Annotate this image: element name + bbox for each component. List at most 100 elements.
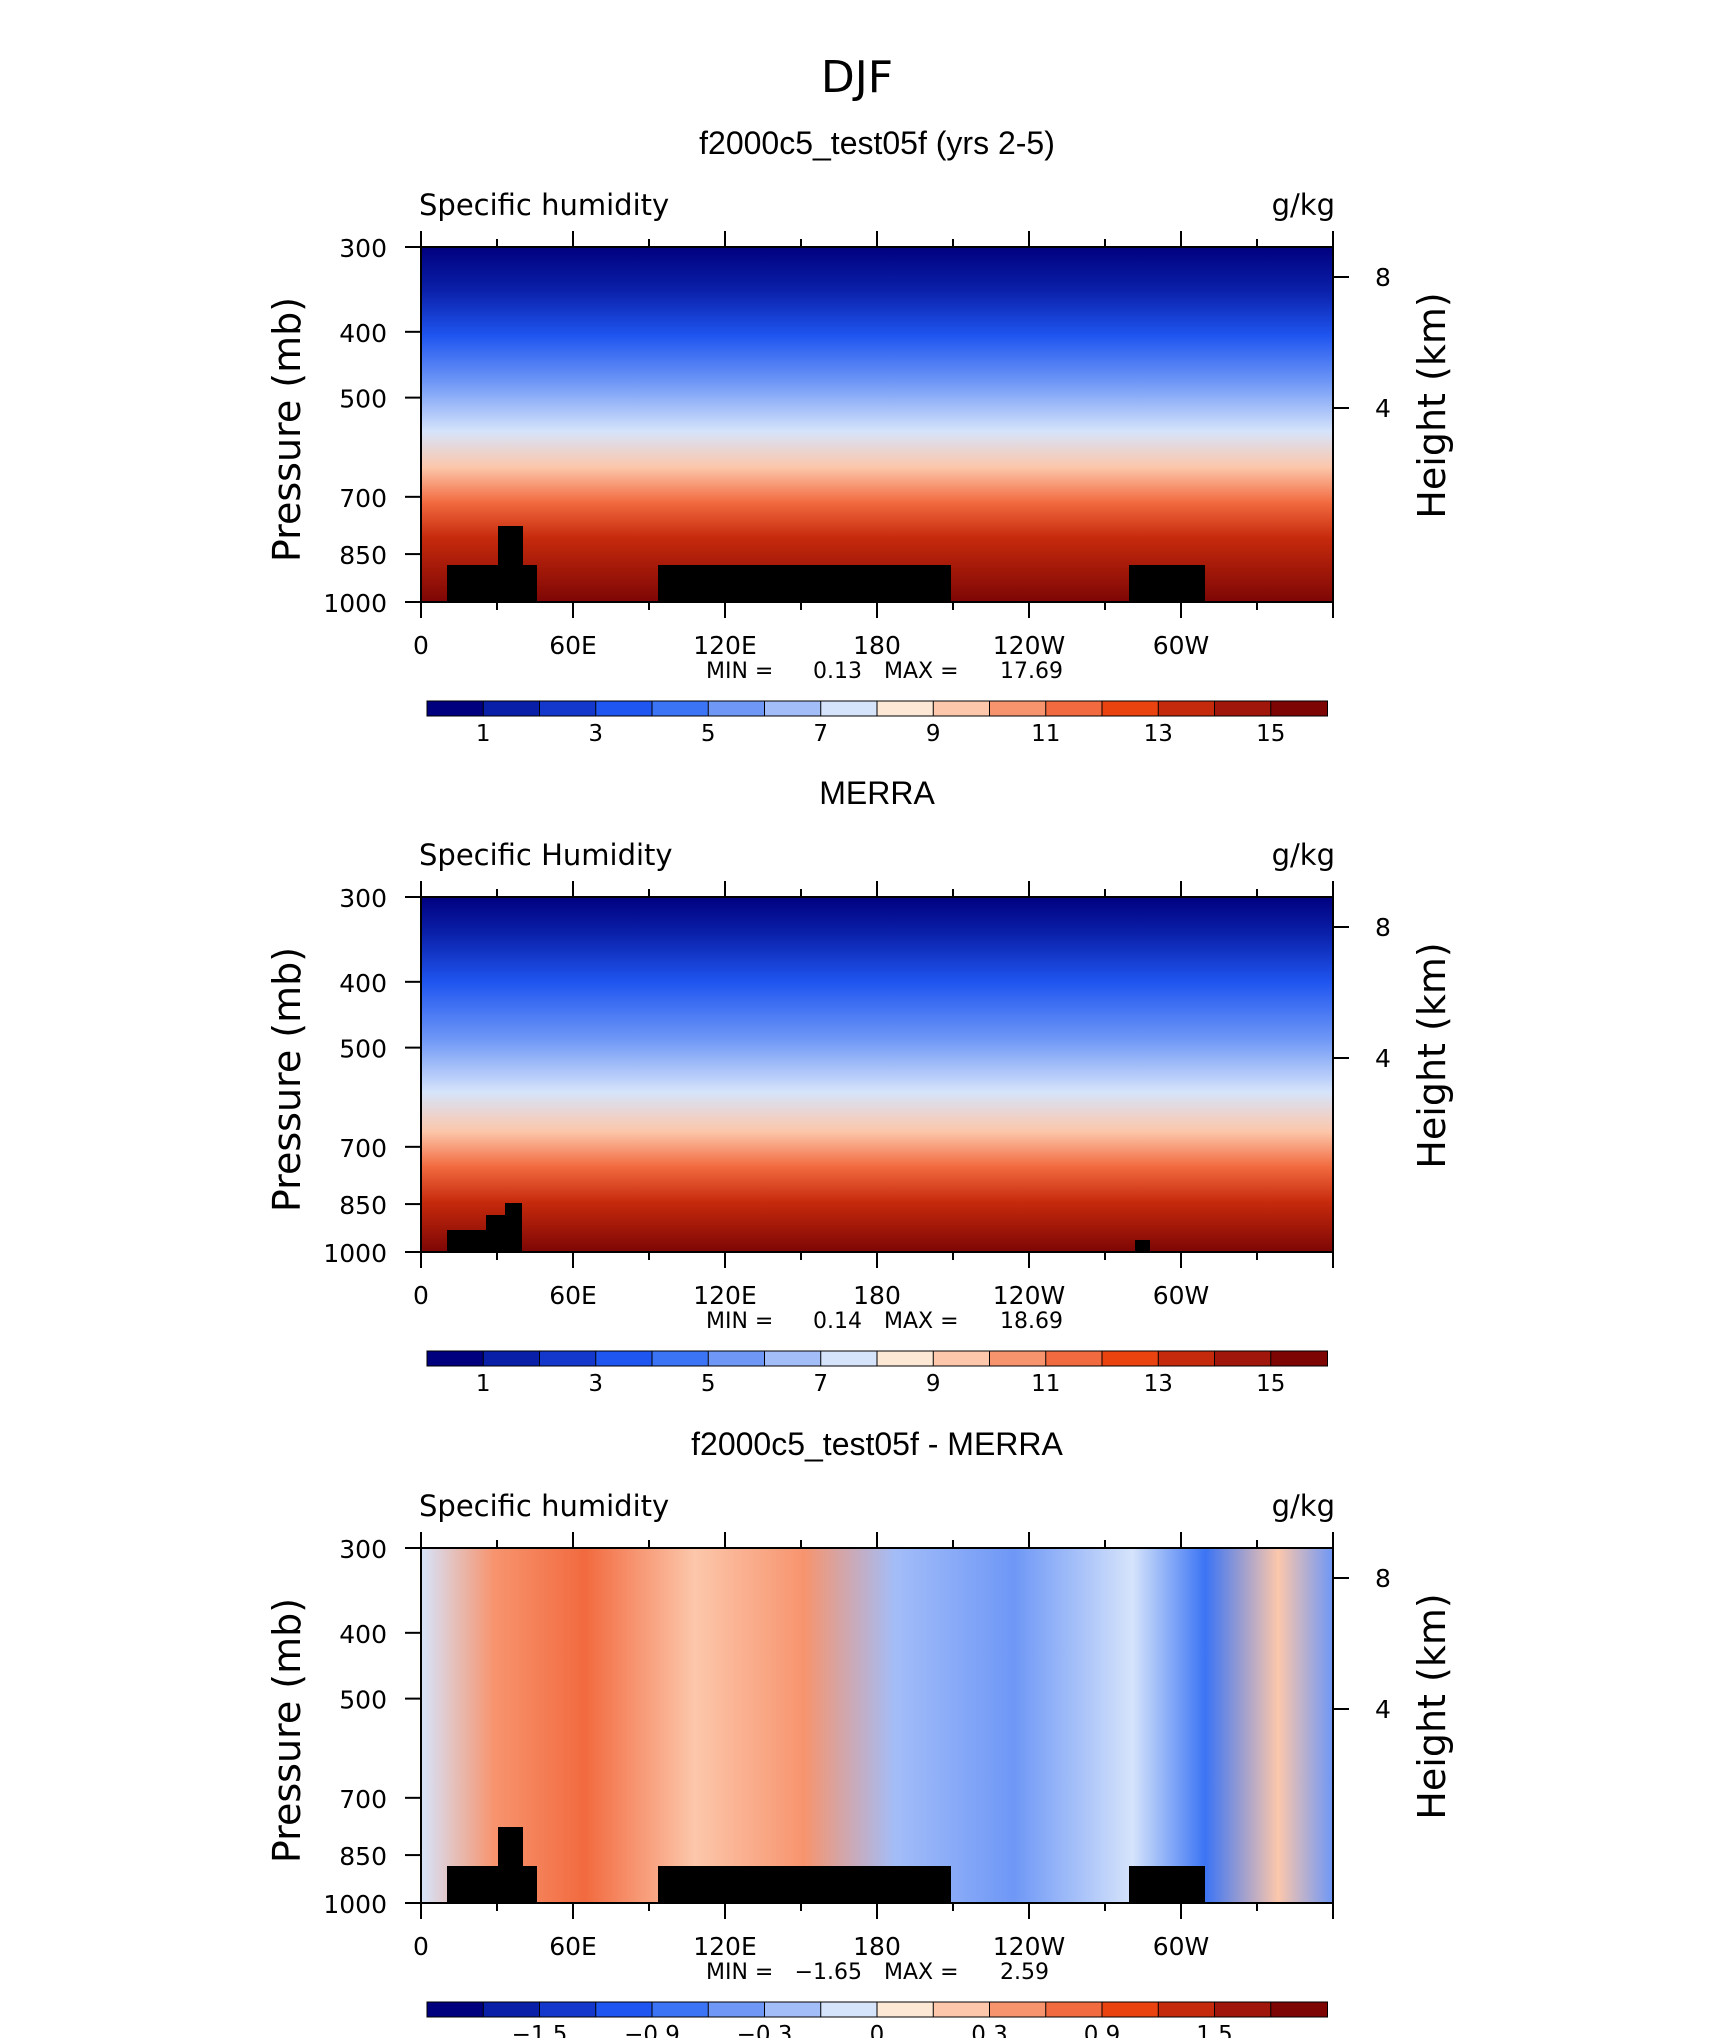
y-right-tick-label: 4 xyxy=(1375,394,1391,423)
colorbar-swatch xyxy=(539,1350,597,1367)
x-tick-label: 120E xyxy=(693,1281,757,1310)
colorbar-swatch xyxy=(820,1350,878,1367)
max-label: MAX = xyxy=(884,1960,959,1985)
x-tick-label: 120W xyxy=(993,631,1065,660)
colorbar-swatch xyxy=(1157,2001,1216,2018)
colorbar-swatch xyxy=(1045,700,1103,717)
colorbar-label: 11 xyxy=(1031,721,1060,747)
colorbar-swatch xyxy=(539,700,597,717)
x-tick-label: 60E xyxy=(549,1932,597,1961)
colorbar-label: 0.9 xyxy=(1084,2022,1121,2038)
colorbar-swatch xyxy=(989,2001,1047,2018)
colorbar-label: −0.3 xyxy=(737,2022,793,2038)
colorbar-label: 3 xyxy=(588,1371,603,1397)
panel-units: g/kg xyxy=(1272,838,1335,872)
colorbar-swatch xyxy=(1270,700,1328,717)
y-axis-title: Pressure (mb) xyxy=(265,297,309,562)
y-axis-title: Pressure (mb) xyxy=(265,1598,309,1863)
colorbar-swatch xyxy=(764,700,822,717)
y-tick-label: 700 xyxy=(339,484,387,513)
y-right-tick-label: 4 xyxy=(1375,1695,1391,1724)
colorbar-swatch xyxy=(482,1350,541,1367)
colorbar-swatch xyxy=(764,2001,822,2018)
y-tick-label: 1000 xyxy=(323,1239,387,1268)
colorbar-swatch xyxy=(1045,2001,1103,2018)
colorbar-swatch xyxy=(1214,1350,1272,1367)
y-tick-label: 850 xyxy=(339,1842,387,1871)
colorbar-label: 7 xyxy=(813,721,828,747)
colorbar-swatch xyxy=(707,700,766,717)
panel-3: f2000c5_test05f - MERRA Specific humidity… xyxy=(265,1426,1454,2038)
colorbar-swatch xyxy=(820,2001,878,2018)
terrain-mask xyxy=(486,1215,505,1252)
colorbar-swatch xyxy=(595,700,653,717)
colorbar-swatch xyxy=(989,1350,1047,1367)
x-tick-label: 60E xyxy=(549,631,597,660)
y-right-tick-label: 8 xyxy=(1375,913,1391,942)
colorbar-swatch xyxy=(707,2001,766,2018)
terrain-mask xyxy=(447,565,537,602)
colorbar-label: −0.9 xyxy=(624,2022,680,2038)
panel-title: f2000c5_test05f (yrs 2-5) xyxy=(699,125,1055,161)
colorbar-swatch xyxy=(1045,1350,1103,1367)
colorbar-swatch xyxy=(932,1350,991,1367)
max-value: 17.69 xyxy=(1000,659,1063,684)
colorbar-swatch xyxy=(876,2001,935,2018)
colorbar-swatch xyxy=(1270,1350,1328,1367)
x-tick-label: 120W xyxy=(993,1932,1065,1961)
panel-title: MERRA xyxy=(819,775,935,811)
y-axis-title: Pressure (mb) xyxy=(265,947,309,1212)
max-value: 2.59 xyxy=(1000,1960,1049,1985)
colorbar-swatch xyxy=(482,700,541,717)
colorbar-label: 13 xyxy=(1144,1371,1173,1397)
colorbar-label: −1.5 xyxy=(512,2022,568,2038)
page-title: DJF xyxy=(821,52,893,103)
colorbar-label: 15 xyxy=(1256,1371,1285,1397)
x-tick-label: 120W xyxy=(993,1281,1065,1310)
y-right-tick-label: 8 xyxy=(1375,263,1391,292)
x-tick-label: 120E xyxy=(693,631,757,660)
y-right-axis-title: Height (km) xyxy=(1410,292,1454,518)
y-right-axis-title: Height (km) xyxy=(1410,942,1454,1168)
x-tick-label: 60W xyxy=(1153,631,1210,660)
min-label: MIN = xyxy=(706,1960,773,1985)
colorbar-swatch xyxy=(1101,2001,1160,2018)
y-right-tick-label: 8 xyxy=(1375,1564,1391,1593)
y-tick-label: 300 xyxy=(339,1535,387,1564)
colorbar-label: 5 xyxy=(701,1371,716,1397)
min-value: −1.65 xyxy=(795,1960,862,1985)
colorbar-swatch xyxy=(426,700,485,717)
colorbar-swatch xyxy=(820,700,878,717)
min-label: MIN = xyxy=(706,659,773,684)
colorbar-swatch xyxy=(1214,2001,1272,2018)
x-tick-label: 180 xyxy=(853,1281,901,1310)
x-tick-label: 60W xyxy=(1153,1932,1210,1961)
terrain-mask xyxy=(498,1827,523,1903)
terrain-mask xyxy=(498,526,523,602)
panel-1: f2000c5_test05f (yrs 2-5) Specific humidi… xyxy=(265,125,1454,747)
y-tick-label: 850 xyxy=(339,1191,387,1220)
terrain-mask xyxy=(447,1866,537,1903)
panel-units: g/kg xyxy=(1272,1489,1335,1523)
colorbar-swatch xyxy=(932,700,991,717)
colorbar-label: 1.5 xyxy=(1196,2022,1233,2038)
colorbar-swatch xyxy=(876,700,935,717)
colorbar-swatch xyxy=(651,1350,710,1367)
y-tick-label: 300 xyxy=(339,234,387,263)
colorbar-label: 9 xyxy=(926,1371,941,1397)
colorbar-swatch xyxy=(595,2001,653,2018)
min-label: MIN = xyxy=(706,1309,773,1334)
x-tick-label: 0 xyxy=(413,631,429,660)
colorbar-swatch xyxy=(707,1350,766,1367)
max-label: MAX = xyxy=(884,1309,959,1334)
y-tick-label: 700 xyxy=(339,1785,387,1814)
y-right-tick-label: 4 xyxy=(1375,1044,1391,1073)
y-tick-label: 500 xyxy=(339,1686,387,1715)
terrain-mask xyxy=(1135,1240,1150,1252)
colorbar-swatch xyxy=(482,2001,541,2018)
colorbar-swatch xyxy=(426,1350,485,1367)
colorbar-swatch xyxy=(426,2001,485,2018)
colorbar-swatch xyxy=(764,1350,822,1367)
